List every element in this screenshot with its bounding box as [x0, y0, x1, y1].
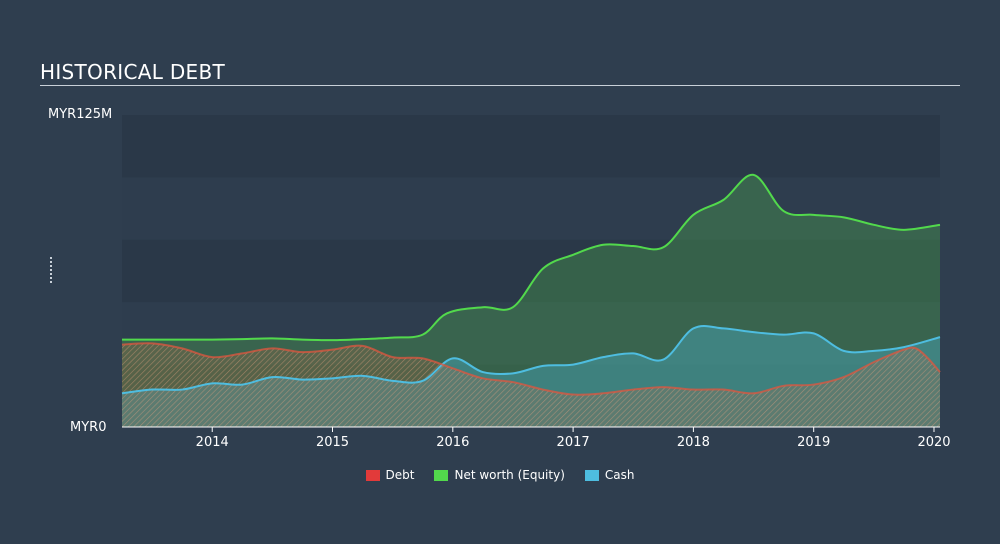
x-tick-label: 2014: [196, 435, 229, 450]
y-axis-label-indicator: [50, 257, 52, 283]
debt-line: [121, 342, 941, 396]
y-label-dot: [50, 277, 52, 279]
series-areas: [122, 174, 940, 427]
legend-item-debt[interactable]: Debt: [365, 468, 415, 482]
x-tick-label: 2017: [557, 435, 590, 450]
y-tick-label-min: MYR0: [70, 420, 106, 435]
debt-area: [122, 343, 940, 427]
grid-band: [122, 239, 940, 303]
title-divider: [40, 85, 960, 86]
page-title: HISTORICAL DEBT: [40, 60, 226, 84]
x-tick-label: 2020: [917, 435, 950, 450]
y-label-dot: [50, 281, 52, 283]
y-label-dot: [50, 265, 52, 267]
x-tick-label: 2016: [436, 435, 469, 450]
y-label-dot: [50, 269, 52, 271]
x-tick-label: 2019: [797, 435, 830, 450]
equity-line: [122, 173, 941, 342]
legend-label-equity: Net worth (Equity): [454, 468, 565, 482]
legend-label-debt: Debt: [385, 468, 415, 482]
grid-band: [122, 177, 940, 240]
series-lines: [121, 173, 941, 396]
cash-swatch-icon: [584, 469, 599, 481]
y-tick-label-max: MYR125M: [48, 107, 112, 122]
equity-swatch-icon: [434, 469, 449, 481]
x-tick-label: 2018: [677, 435, 710, 450]
x-tick-label: 2015: [316, 435, 349, 450]
legend-item-cash[interactable]: Cash: [584, 468, 635, 482]
y-label-dot: [50, 261, 52, 263]
legend-item-equity[interactable]: Net worth (Equity): [434, 468, 565, 482]
grid-bands: [122, 115, 940, 427]
debt-swatch-icon: [365, 469, 380, 481]
y-label-dot: [50, 257, 52, 259]
y-label-dot: [50, 273, 52, 275]
grid-band: [122, 115, 940, 178]
legend: Debt Net worth (Equity) Cash: [0, 468, 1000, 482]
axes: 2014 2015 2016 2017 2018 2019 2020: [122, 426, 951, 450]
cash-line: [121, 324, 941, 395]
legend-label-cash: Cash: [604, 468, 635, 482]
